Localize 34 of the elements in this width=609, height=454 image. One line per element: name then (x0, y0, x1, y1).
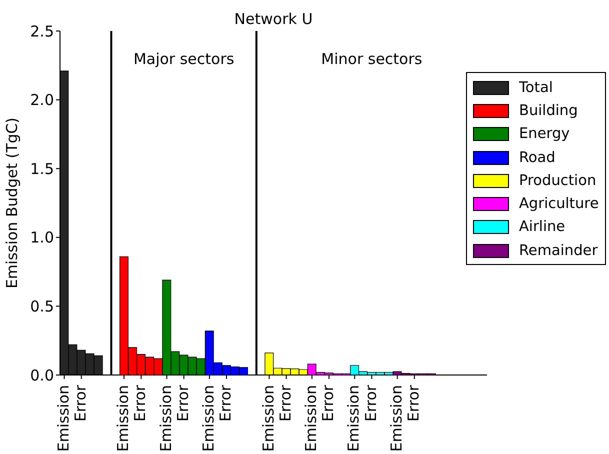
x-tick-label: Emission (387, 385, 406, 452)
x-tick-label: Emission (114, 385, 132, 452)
x-tick-label: Error (319, 384, 338, 422)
legend-label: Airline (519, 219, 566, 236)
x-tick-label: Error (216, 384, 235, 422)
legend-label: Total (519, 80, 553, 96)
x-tick-label: Emission (200, 385, 218, 452)
y-tick-label: 2.5 (30, 22, 54, 40)
y-tick-label: 0.0 (30, 366, 54, 384)
y-tick-label: 1.0 (30, 228, 54, 247)
chart-title: Network U (233, 10, 314, 28)
x-tick-label: Emission (156, 385, 175, 452)
legend-label: Remainder (519, 242, 598, 259)
legend-label: Energy (519, 126, 570, 142)
x-tick-label: Error (71, 384, 90, 422)
legend-label: Production (519, 172, 596, 189)
x-tick-label: Error (276, 384, 294, 422)
annotation: Major sectors (132, 50, 236, 68)
x-tick-label: Error (131, 384, 150, 422)
x-tick-label: Emission (344, 385, 363, 452)
x-tick-label: Emission (302, 385, 320, 452)
y-axis-title: Emission Budget (TgC) (3, 117, 21, 289)
legend-label: Road (519, 150, 556, 166)
x-tick-label: Error (404, 384, 423, 422)
y-tick-label: 0.5 (30, 298, 54, 316)
annotation: Minor sectors (320, 50, 424, 68)
y-tick-label: 1.5 (30, 160, 54, 178)
legend-label: Building (519, 102, 578, 119)
legend-label: Agriculture (519, 196, 599, 212)
x-tick-label: Error (174, 384, 192, 422)
y-tick-label: 2.0 (30, 91, 54, 110)
x-tick-label: Error (362, 384, 380, 422)
x-tick-label: Emission (259, 385, 278, 452)
x-tick-label: Emission (54, 385, 72, 452)
